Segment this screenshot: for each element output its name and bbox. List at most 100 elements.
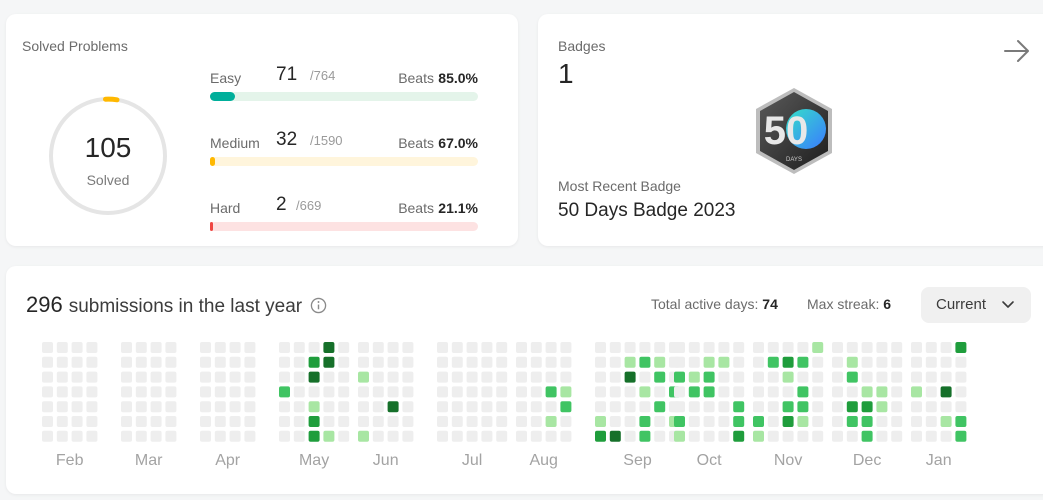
- calendar-day-cell[interactable]: [891, 371, 903, 383]
- calendar-day-cell[interactable]: [733, 401, 745, 413]
- calendar-day-cell[interactable]: [688, 342, 700, 353]
- calendar-day-cell[interactable]: [437, 371, 448, 383]
- calendar-day-cell[interactable]: [674, 342, 685, 353]
- calendar-day-cell[interactable]: [214, 416, 226, 427]
- calendar-day-cell[interactable]: [733, 430, 745, 442]
- calendar-day-cell[interactable]: [150, 342, 162, 353]
- calendar-day-cell[interactable]: [437, 386, 448, 398]
- calendar-day-cell[interactable]: [135, 386, 147, 398]
- calendar-day-cell[interactable]: [595, 386, 606, 398]
- calendar-day-cell[interactable]: [42, 371, 53, 383]
- calendar-day-cell[interactable]: [560, 371, 572, 383]
- calendar-day-cell[interactable]: [402, 401, 414, 413]
- calendar-day-cell[interactable]: [293, 386, 305, 398]
- calendar-day-cell[interactable]: [358, 430, 369, 442]
- calendar-day-cell[interactable]: [530, 356, 542, 368]
- calendar-day-cell[interactable]: [516, 386, 527, 398]
- calendar-day-cell[interactable]: [358, 416, 369, 427]
- calendar-day-cell[interactable]: [372, 430, 384, 442]
- calendar-day-cell[interactable]: [387, 342, 399, 353]
- calendar-day-cell[interactable]: [200, 401, 211, 413]
- calendar-day-cell[interactable]: [767, 416, 779, 427]
- calendar-day-cell[interactable]: [214, 386, 226, 398]
- calendar-day-cell[interactable]: [753, 356, 764, 368]
- calendar-day-cell[interactable]: [86, 430, 98, 442]
- calendar-day-cell[interactable]: [293, 430, 305, 442]
- calendar-day-cell[interactable]: [782, 356, 794, 368]
- calendar-day-cell[interactable]: [387, 371, 399, 383]
- calendar-day-cell[interactable]: [609, 342, 621, 353]
- calendar-day-cell[interactable]: [654, 430, 666, 442]
- calendar-day-cell[interactable]: [846, 356, 858, 368]
- calendar-day-cell[interactable]: [516, 371, 527, 383]
- calendar-day-cell[interactable]: [955, 430, 967, 442]
- calendar-day-cell[interactable]: [244, 386, 256, 398]
- calendar-day-cell[interactable]: [135, 342, 147, 353]
- calendar-day-cell[interactable]: [767, 430, 779, 442]
- calendar-day-cell[interactable]: [451, 342, 463, 353]
- calendar-day-cell[interactable]: [797, 356, 809, 368]
- calendar-day-cell[interactable]: [911, 371, 922, 383]
- calendar-day-cell[interactable]: [200, 356, 211, 368]
- calendar-day-cell[interactable]: [733, 371, 745, 383]
- calendar-day-cell[interactable]: [940, 371, 952, 383]
- calendar-day-cell[interactable]: [481, 356, 493, 368]
- calendar-day-cell[interactable]: [595, 401, 606, 413]
- calendar-day-cell[interactable]: [358, 356, 369, 368]
- calendar-day-cell[interactable]: [150, 356, 162, 368]
- calendar-day-cell[interactable]: [229, 401, 241, 413]
- calendar-day-cell[interactable]: [244, 342, 256, 353]
- calendar-day-cell[interactable]: [925, 416, 937, 427]
- calendar-day-cell[interactable]: [71, 386, 83, 398]
- calendar-day-cell[interactable]: [654, 416, 666, 427]
- calendar-day-cell[interactable]: [214, 371, 226, 383]
- calendar-day-cell[interactable]: [753, 430, 764, 442]
- calendar-day-cell[interactable]: [812, 386, 824, 398]
- calendar-day-cell[interactable]: [940, 356, 952, 368]
- calendar-day-cell[interactable]: [688, 416, 700, 427]
- calendar-day-cell[interactable]: [150, 386, 162, 398]
- calendar-day-cell[interactable]: [451, 386, 463, 398]
- calendar-day-cell[interactable]: [560, 401, 572, 413]
- calendar-day-cell[interactable]: [135, 430, 147, 442]
- calendar-day-cell[interactable]: [86, 416, 98, 427]
- calendar-day-cell[interactable]: [595, 356, 606, 368]
- calendar-day-cell[interactable]: [940, 430, 952, 442]
- calendar-day-cell[interactable]: [560, 356, 572, 368]
- calendar-day-cell[interactable]: [308, 416, 320, 427]
- calendar-day-cell[interactable]: [200, 416, 211, 427]
- calendar-day-cell[interactable]: [812, 342, 824, 353]
- calendar-day-cell[interactable]: [718, 430, 730, 442]
- calendar-day-cell[interactable]: [609, 371, 621, 383]
- calendar-day-cell[interactable]: [229, 371, 241, 383]
- calendar-day-cell[interactable]: [402, 342, 414, 353]
- calendar-day-cell[interactable]: [279, 371, 290, 383]
- calendar-day-cell[interactable]: [560, 430, 572, 442]
- calendar-day-cell[interactable]: [797, 430, 809, 442]
- calendar-day-cell[interactable]: [358, 401, 369, 413]
- calendar-day-cell[interactable]: [372, 356, 384, 368]
- calendar-day-cell[interactable]: [71, 416, 83, 427]
- calendar-day-cell[interactable]: [955, 342, 967, 353]
- calendar-day-cell[interactable]: [624, 430, 636, 442]
- calendar-day-cell[interactable]: [372, 401, 384, 413]
- calendar-day-cell[interactable]: [338, 356, 350, 368]
- info-icon[interactable]: [310, 297, 327, 314]
- calendar-day-cell[interactable]: [832, 430, 843, 442]
- calendar-day-cell[interactable]: [56, 386, 68, 398]
- calendar-day-cell[interactable]: [624, 386, 636, 398]
- calendar-day-cell[interactable]: [42, 342, 53, 353]
- calendar-day-cell[interactable]: [323, 416, 335, 427]
- calendar-day-cell[interactable]: [516, 416, 527, 427]
- calendar-day-cell[interactable]: [812, 356, 824, 368]
- calendar-day-cell[interactable]: [861, 371, 873, 383]
- calendar-day-cell[interactable]: [891, 430, 903, 442]
- calendar-day-cell[interactable]: [279, 356, 290, 368]
- calendar-day-cell[interactable]: [911, 342, 922, 353]
- calendar-day-cell[interactable]: [767, 401, 779, 413]
- calendar-day-cell[interactable]: [876, 430, 888, 442]
- calendar-day-cell[interactable]: [639, 342, 651, 353]
- calendar-day-cell[interactable]: [782, 386, 794, 398]
- calendar-day-cell[interactable]: [718, 356, 730, 368]
- calendar-day-cell[interactable]: [56, 416, 68, 427]
